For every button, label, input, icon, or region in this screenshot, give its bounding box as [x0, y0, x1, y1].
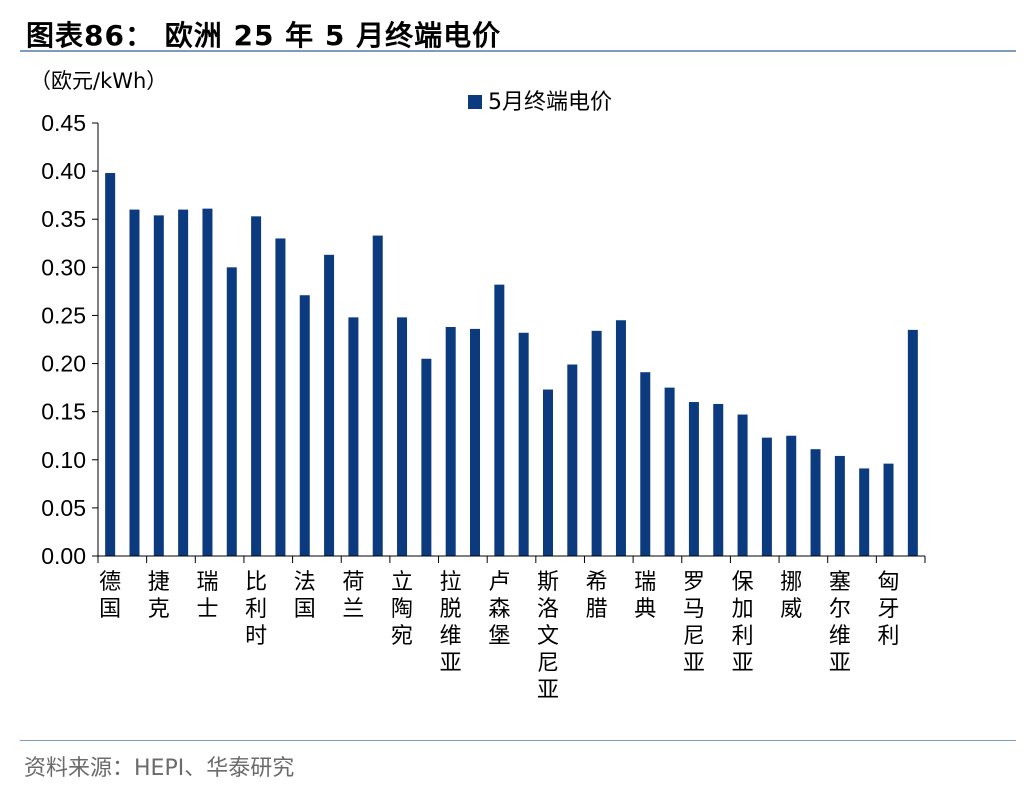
y-tick-label: 0.00	[41, 543, 86, 569]
bar	[567, 364, 578, 556]
bar	[859, 468, 870, 556]
legend: 5月终端电价	[468, 90, 612, 115]
bar	[615, 320, 626, 556]
x-tick-label: 法国	[294, 570, 316, 622]
x-tick-label: 罗马尼亚	[683, 570, 705, 676]
bar	[105, 173, 116, 556]
bar	[518, 332, 529, 556]
x-tick-label: 卢森堡	[488, 570, 510, 649]
y-tick-label: 0.35	[41, 206, 86, 232]
x-tick-label: 斯洛文尼亚	[537, 570, 559, 703]
bar	[202, 208, 213, 557]
bar	[786, 435, 797, 556]
x-tick-label: 比利时	[245, 570, 267, 649]
figure-title: 图表86： 欧洲 25 年 5 月终端电价	[26, 19, 502, 52]
y-tick-label: 0.10	[41, 447, 86, 473]
x-tick-label: 拉脱维亚	[440, 570, 462, 676]
bar	[275, 238, 286, 556]
footer-divider	[20, 740, 1016, 741]
x-tick-label: 荷兰	[342, 570, 364, 622]
y-axis: 0.00 0.05 0.10 0.15 0.20 0.25 0.30 0.35 0.40 0.45	[41, 110, 99, 569]
bar	[251, 216, 262, 556]
bar	[445, 326, 456, 556]
bar	[348, 317, 359, 556]
bar	[421, 358, 432, 556]
y-tick-label: 0.30	[41, 254, 86, 280]
bar	[688, 402, 699, 556]
bar	[737, 414, 748, 556]
bar	[834, 455, 845, 556]
legend-swatch	[468, 95, 482, 109]
bar	[664, 387, 675, 556]
bars	[105, 173, 918, 557]
x-tick-label: 塞尔维亚	[829, 570, 851, 676]
bar	[372, 235, 383, 556]
y-tick-label: 0.15	[41, 399, 86, 425]
bar	[591, 330, 602, 556]
bar	[640, 372, 651, 556]
y-tick-label: 0.45	[41, 110, 86, 136]
x-tick-label: 立陶宛	[391, 570, 413, 649]
title-divider	[20, 50, 1016, 52]
y-tick-label: 0.40	[41, 158, 86, 184]
x-tick-label: 挪威	[780, 570, 802, 622]
bar	[299, 295, 310, 556]
source-note: 资料来源：HEPI、华泰研究	[24, 756, 295, 781]
bar	[470, 328, 481, 556]
bar	[178, 209, 189, 556]
bar-chart: （欧元/kWh） 5月终端电价 0.00 0.05 0.10 0.15 0.20 0.25…	[30, 69, 926, 703]
x-tick-label: 瑞典	[634, 570, 656, 622]
bar	[397, 317, 408, 556]
x-tick-label: 保加利亚	[732, 570, 754, 676]
x-tick-label: 捷克	[148, 570, 170, 622]
y-tick-label: 0.20	[41, 351, 86, 377]
bar	[494, 284, 505, 556]
bar	[153, 215, 164, 556]
bar	[542, 389, 553, 556]
x-tick-label: 匈牙利	[878, 570, 900, 649]
x-tick-label: 希腊	[586, 570, 608, 622]
y-unit-label: （欧元/kWh）	[30, 69, 167, 93]
bar	[883, 463, 894, 556]
bar	[226, 267, 237, 556]
bar	[761, 437, 772, 556]
x-tick-label: 德国	[99, 570, 121, 622]
bar	[810, 449, 821, 556]
y-tick-label: 0.05	[41, 495, 86, 521]
x-tick-label: 瑞士	[196, 570, 218, 622]
bar	[324, 254, 335, 556]
legend-label: 5月终端电价	[488, 90, 612, 115]
y-tick-label: 0.25	[41, 302, 86, 328]
bar	[713, 403, 724, 556]
bar	[907, 329, 918, 556]
bar	[129, 209, 140, 556]
